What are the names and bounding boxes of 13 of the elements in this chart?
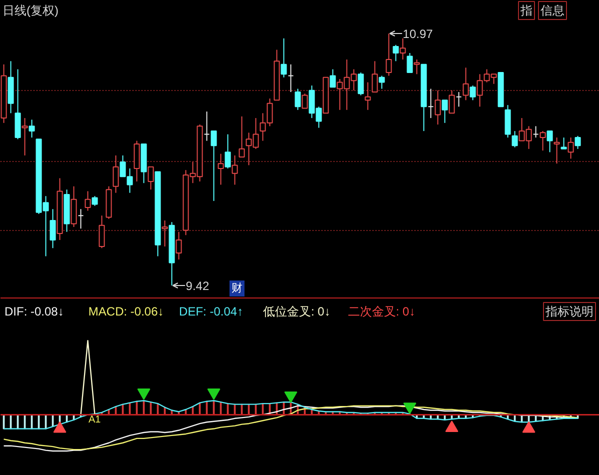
- text: 低位金叉: 0↓: [262, 304, 330, 318]
- text: DIF: -0.08↓: [4, 304, 64, 318]
- text: MACD: -0.06↓: [88, 304, 164, 318]
- annotation: A1: [88, 414, 102, 426]
- text: 二次金叉: 0↓: [348, 304, 416, 318]
- annotation: 财: [232, 282, 242, 294]
- text: 信息: [540, 4, 564, 18]
- text: 指标说明: [544, 304, 594, 318]
- annotation: 9.42: [186, 278, 210, 293]
- chart-title: 日线(复权): [2, 4, 58, 18]
- text: 指: [520, 4, 532, 18]
- annotation: 10.97: [402, 27, 434, 42]
- text: DEF: -0.04↑: [179, 304, 244, 318]
